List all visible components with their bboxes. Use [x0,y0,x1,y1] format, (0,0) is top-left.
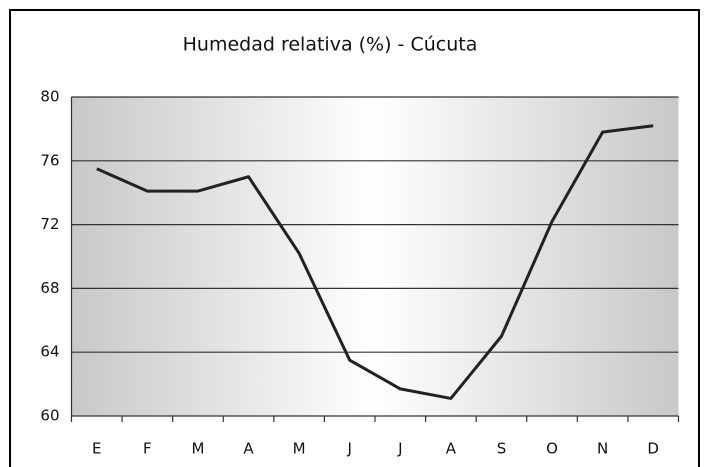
x-tick-label: E [92,440,101,458]
x-tick-label: O [546,440,558,458]
plot-area [71,97,679,416]
y-tick-label: 80 [40,88,59,106]
x-tick-label: J [346,440,351,458]
x-tick-label: N [597,440,608,458]
y-tick-label: 68 [40,279,59,297]
x-tick-label: D [647,440,659,458]
y-tick-label: 72 [40,215,59,233]
x-tick-label: M [293,440,306,458]
x-tick-label: F [143,440,152,458]
y-tick-label: 64 [40,343,59,361]
x-tick-label: S [497,440,507,458]
y-tick-label: 76 [40,151,59,169]
chart-title: Humedad relativa (%) - Cúcuta [183,34,478,56]
x-tick-label: A [446,440,457,458]
line-series [96,124,654,400]
y-tick-label: 60 [40,407,59,425]
x-tick-label: M [191,440,204,458]
x-tick-label: J [397,440,402,458]
x-tick-label: A [243,440,254,458]
